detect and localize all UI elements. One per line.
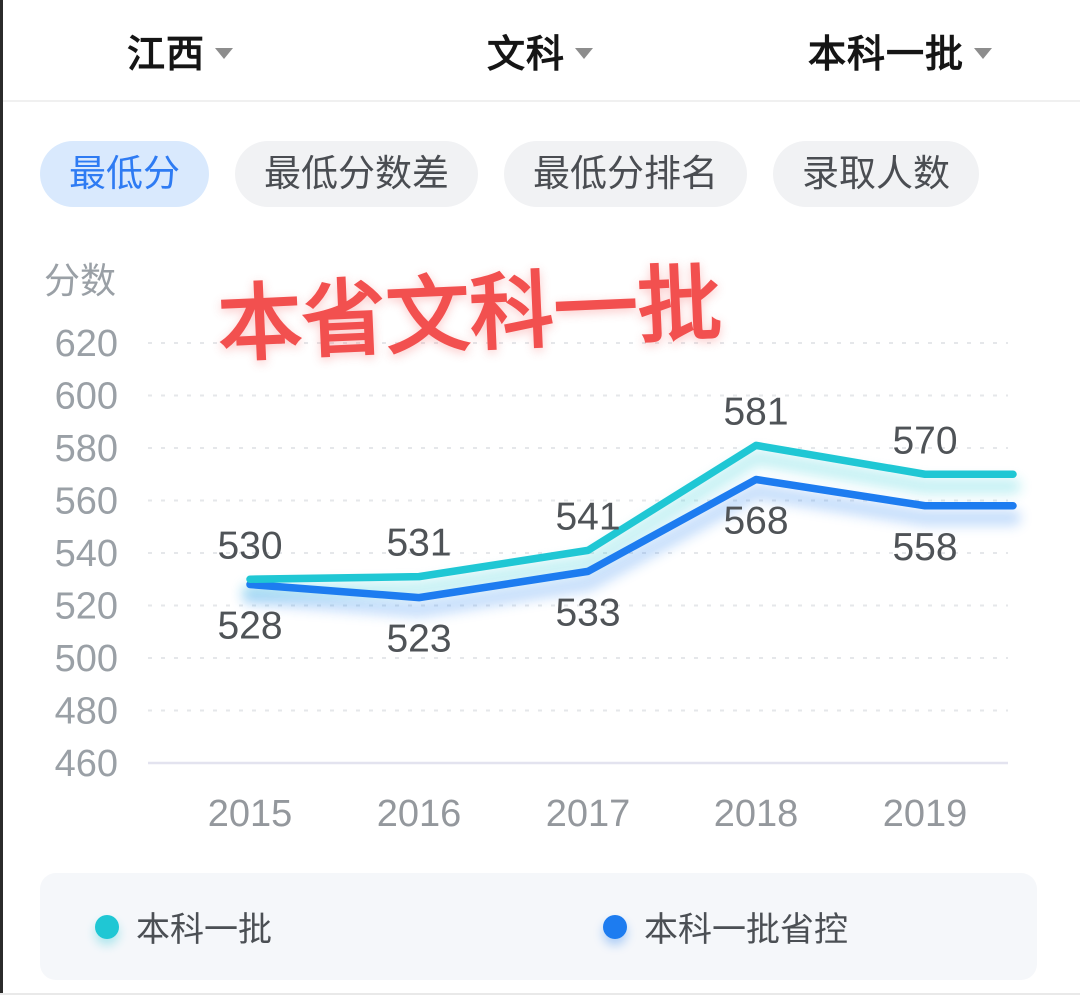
svg-text:600: 600 [55, 376, 118, 418]
filter-bar: 江西 文科 本科一批 [0, 0, 1080, 102]
legend-item-batch1[interactable]: 本科一批 [95, 873, 272, 980]
legend-label-batch1-provincial: 本科一批省控 [644, 911, 848, 949]
svg-text:530: 530 [217, 524, 282, 567]
svg-text:500: 500 [55, 638, 118, 680]
screen-left-border [0, 0, 3, 995]
chevron-down-icon [974, 47, 992, 59]
svg-text:558: 558 [892, 526, 957, 569]
tab-lowest-score-rank[interactable]: 最低分排名 [504, 141, 747, 207]
legend-item-batch1-provincial[interactable]: 本科一批省控 [603, 873, 848, 980]
screen-bottom-border [0, 993, 1080, 995]
subject-dropdown[interactable]: 文科 [360, 23, 720, 78]
province-dropdown[interactable]: 江西 [0, 23, 360, 78]
svg-text:531: 531 [386, 522, 451, 565]
y-axis-title: 分数 [44, 260, 117, 301]
tab-admission-count[interactable]: 录取人数 [773, 141, 979, 207]
svg-text:581: 581 [723, 390, 788, 433]
svg-text:460: 460 [55, 743, 118, 785]
svg-text:533: 533 [555, 591, 620, 634]
svg-text:540: 540 [55, 533, 118, 575]
score-line-chart: 460 480 500 520 540 560 580 600 620 2015 2016 2017 2… [55, 323, 1021, 835]
svg-text:560: 560 [55, 481, 118, 523]
svg-text:2015: 2015 [208, 793, 293, 835]
tab-lowest-score-diff[interactable]: 最低分数差 [235, 141, 478, 207]
svg-text:580: 580 [55, 428, 118, 470]
chevron-down-icon [575, 47, 593, 59]
legend-dot-blue [603, 914, 627, 939]
batch-dropdown-label: 本科一批 [807, 33, 964, 76]
chart-legend: 本科一批 本科一批省控 [40, 873, 1037, 980]
svg-text:2018: 2018 [714, 793, 799, 835]
svg-text:2017: 2017 [546, 793, 631, 835]
svg-text:541: 541 [555, 495, 620, 538]
legend-dot-teal [95, 914, 119, 939]
tab-lowest-score[interactable]: 最低分 [40, 141, 209, 207]
svg-text:520: 520 [55, 586, 118, 628]
svg-text:620: 620 [55, 323, 118, 365]
svg-text:568: 568 [723, 500, 788, 543]
province-dropdown-label: 江西 [126, 33, 205, 76]
batch-dropdown[interactable]: 本科一批 [720, 23, 1080, 78]
svg-text:528: 528 [217, 605, 282, 648]
svg-text:523: 523 [386, 618, 451, 661]
svg-text:2019: 2019 [883, 793, 968, 835]
chevron-down-icon [215, 47, 233, 59]
metric-tabs: 最低分 最低分数差 最低分排名 录取人数 [40, 141, 979, 207]
svg-text:570: 570 [892, 419, 957, 462]
legend-label-batch1: 本科一批 [136, 911, 272, 949]
svg-text:2016: 2016 [377, 793, 462, 835]
svg-text:480: 480 [55, 691, 118, 733]
subject-dropdown-label: 文科 [486, 33, 565, 76]
